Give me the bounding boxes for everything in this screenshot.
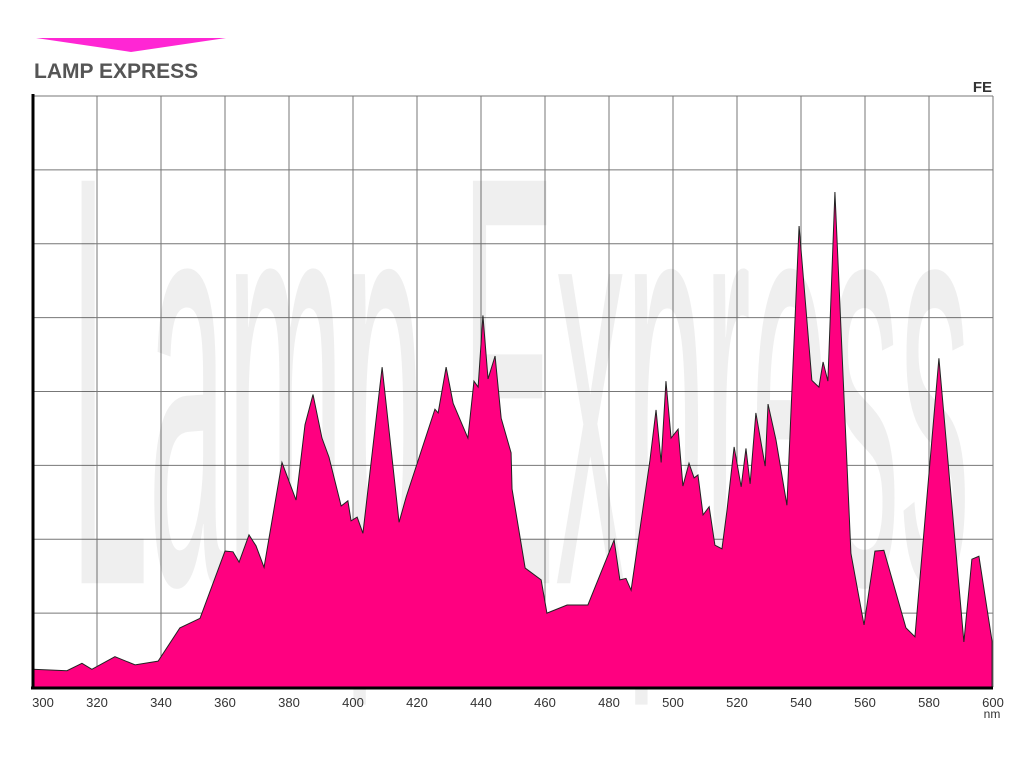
x-tick-label: 300	[32, 695, 54, 710]
x-tick-label: 420	[406, 695, 428, 710]
x-tick-label: 560	[854, 695, 876, 710]
x-tick-label: 440	[470, 695, 492, 710]
x-tick-label: 380	[278, 695, 300, 710]
chart-title: LAMP EXPRESS	[34, 60, 198, 83]
x-tick-label: 580	[918, 695, 940, 710]
spectrum-area	[32, 192, 993, 688]
x-tick-label: 360	[214, 695, 236, 710]
x-tick-label: 520	[726, 695, 748, 710]
x-tick-label: 540	[790, 695, 812, 710]
plot	[32, 192, 993, 688]
x-tick-label: 600	[982, 695, 1004, 710]
x-tick-label: 400	[342, 695, 364, 710]
x-tick-label: 460	[534, 695, 556, 710]
logo-wedge	[36, 38, 226, 52]
x-unit: nm	[984, 707, 1001, 721]
x-tick-label: 500	[662, 695, 684, 710]
corner-label: FE	[973, 79, 992, 96]
x-tick-label: 320	[86, 695, 108, 710]
x-tick-label: 480	[598, 695, 620, 710]
x-tick-label: 340	[150, 695, 172, 710]
